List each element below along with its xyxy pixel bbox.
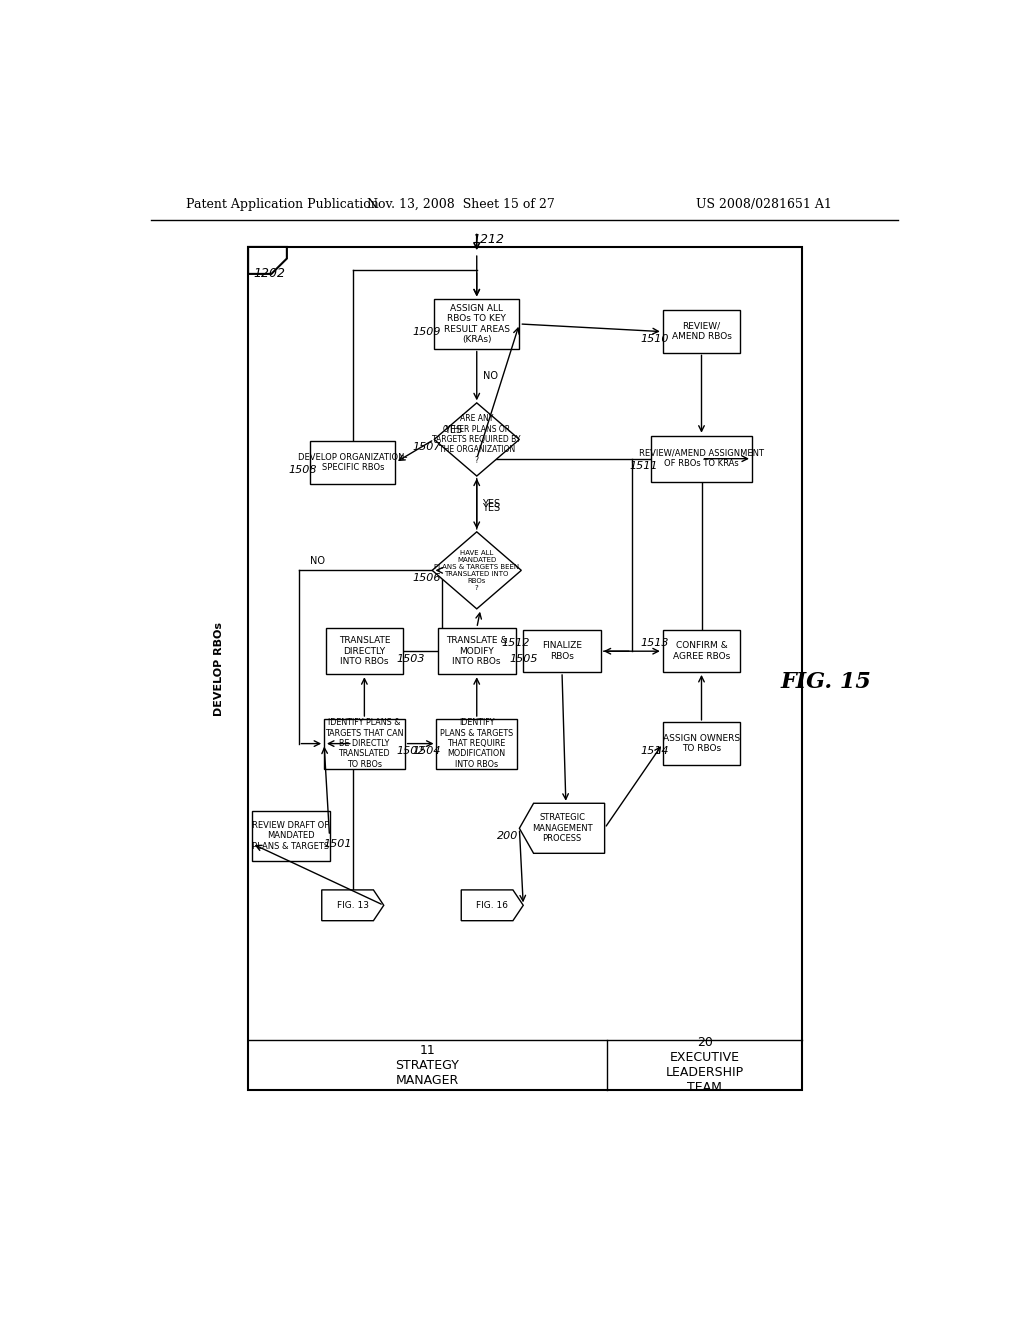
Text: 1509: 1509 <box>412 326 440 337</box>
Bar <box>326 628 403 675</box>
Text: Nov. 13, 2008  Sheet 15 of 27: Nov. 13, 2008 Sheet 15 of 27 <box>368 198 555 211</box>
Text: YES: YES <box>444 425 463 436</box>
Polygon shape <box>248 247 287 275</box>
Text: 1212: 1212 <box>472 232 505 246</box>
Text: ASSIGN OWNERS
TO RBOs: ASSIGN OWNERS TO RBOs <box>663 734 740 754</box>
Text: 1511: 1511 <box>629 462 657 471</box>
Text: DEVELOP RBOs: DEVELOP RBOs <box>214 622 224 715</box>
Text: 1510: 1510 <box>641 334 670 345</box>
Bar <box>436 718 517 768</box>
Polygon shape <box>434 403 519 477</box>
Text: 1513: 1513 <box>641 639 670 648</box>
Text: 1506: 1506 <box>412 573 440 583</box>
Text: 1505: 1505 <box>509 653 538 664</box>
Text: STRATEGIC
MANAGEMENT
PROCESS: STRATEGIC MANAGEMENT PROCESS <box>531 813 592 843</box>
Polygon shape <box>461 890 523 921</box>
Text: 1508: 1508 <box>288 465 316 475</box>
Text: REVIEW/
AMEND RBOs: REVIEW/ AMEND RBOs <box>672 322 731 342</box>
Text: US 2008/0281651 A1: US 2008/0281651 A1 <box>695 198 831 211</box>
Text: TRANSLATE
DIRECTLY
INTO RBOs: TRANSLATE DIRECTLY INTO RBOs <box>339 636 390 667</box>
Text: ARE ANY
OTHER PLANS OR
TARGETS REQUIRED BY
THE ORGANIZATION
?: ARE ANY OTHER PLANS OR TARGETS REQUIRED … <box>432 414 521 465</box>
Polygon shape <box>519 804 604 853</box>
Bar <box>434 298 519 348</box>
Text: YES: YES <box>481 503 500 512</box>
Bar <box>310 441 395 483</box>
Text: 1501: 1501 <box>323 838 351 849</box>
Text: IDENTIFY PLANS &
TARGETS THAT CAN
BE DIRECTLY
TRANSLATED
TO RBOs: IDENTIFY PLANS & TARGETS THAT CAN BE DIR… <box>326 718 403 768</box>
Text: FIG. 13: FIG. 13 <box>337 900 369 909</box>
Bar <box>248 247 802 1090</box>
Text: 1507: 1507 <box>412 442 440 453</box>
Text: IDENTIFY
PLANS & TARGETS
THAT REQUIRE
MODIFICATION
INTO RBOs: IDENTIFY PLANS & TARGETS THAT REQUIRE MO… <box>440 718 513 768</box>
Text: NO: NO <box>483 371 499 381</box>
Text: TRANSLATE &
MODIFY
INTO RBOs: TRANSLATE & MODIFY INTO RBOs <box>446 636 508 667</box>
Text: DEVELOP ORGANIZATION-
SPECIFIC RBOs: DEVELOP ORGANIZATION- SPECIFIC RBOs <box>298 453 408 473</box>
Text: REVIEW DRAFT OF
MANDATED
PLANS & TARGETS: REVIEW DRAFT OF MANDATED PLANS & TARGETS <box>252 821 330 851</box>
Polygon shape <box>322 890 384 921</box>
Text: 1514: 1514 <box>641 746 670 756</box>
Text: NO: NO <box>310 556 326 566</box>
Bar <box>663 310 740 352</box>
Bar <box>663 722 740 764</box>
Text: FINALIZE
RBOs: FINALIZE RBOs <box>542 642 582 661</box>
Bar <box>523 630 601 672</box>
Polygon shape <box>432 532 521 609</box>
Text: 20
EXECUTIVE
LEADERSHIP
TEAM: 20 EXECUTIVE LEADERSHIP TEAM <box>666 1036 743 1094</box>
Text: 1503: 1503 <box>396 653 425 664</box>
Bar <box>663 630 740 672</box>
Text: 1502: 1502 <box>396 746 425 756</box>
Bar <box>252 810 330 861</box>
Text: 11
STRATEGY
MANAGER: 11 STRATEGY MANAGER <box>395 1044 460 1086</box>
Text: FIG. 15: FIG. 15 <box>780 671 871 693</box>
Text: Patent Application Publication: Patent Application Publication <box>186 198 379 211</box>
Text: REVIEW/AMEND ASSIGNMENT
OF RBOs TO KRAs: REVIEW/AMEND ASSIGNMENT OF RBOs TO KRAs <box>639 449 764 469</box>
Text: ASSIGN ALL
RBOs TO KEY
RESULT AREAS
(KRAs): ASSIGN ALL RBOs TO KEY RESULT AREAS (KRA… <box>443 304 510 345</box>
Text: YES: YES <box>481 499 500 508</box>
Text: HAVE ALL
MANDATED
PLANS & TARGETS BEEN
TRANSLATED INTO
RBOs
?: HAVE ALL MANDATED PLANS & TARGETS BEEN T… <box>434 550 519 591</box>
Text: 1512: 1512 <box>502 639 529 648</box>
Bar <box>651 436 752 482</box>
Text: 1504: 1504 <box>412 746 440 756</box>
Bar <box>324 718 406 768</box>
Text: 200: 200 <box>497 832 518 841</box>
Bar <box>438 628 515 675</box>
Text: CONFIRM &
AGREE RBOs: CONFIRM & AGREE RBOs <box>673 642 730 661</box>
Text: FIG. 16: FIG. 16 <box>476 900 508 909</box>
Text: 1202: 1202 <box>253 268 285 280</box>
